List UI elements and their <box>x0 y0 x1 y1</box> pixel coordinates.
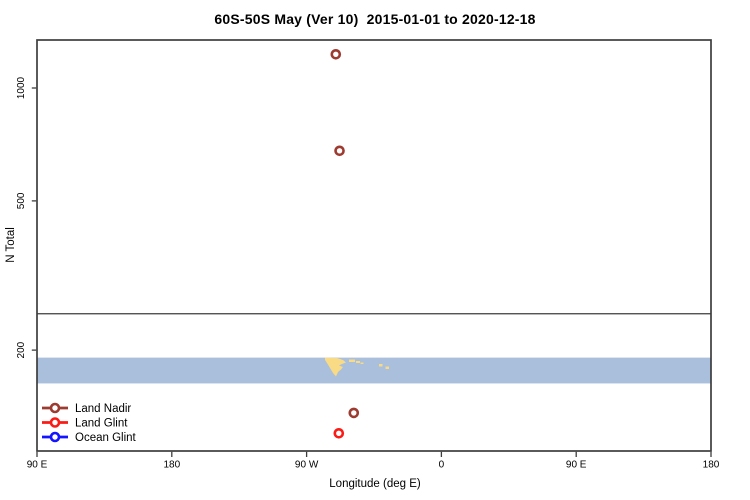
data-point-land-nadir <box>330 48 342 60</box>
x-tick-label: 90 E <box>566 460 587 471</box>
legend-marker-circle <box>49 402 61 414</box>
legend-marker-circle <box>49 417 61 428</box>
y-tick-label: 500 <box>16 192 27 209</box>
chart-title: 60S-50S May (Ver 10) 2015-01-01 to 2020-… <box>214 11 536 27</box>
map-land-tierra-del-fuego-dash <box>349 359 355 362</box>
x-tick-label: 0 <box>439 460 445 471</box>
y-tick-label: 200 <box>16 341 27 358</box>
legend-label-land-nadir: Land Nadir <box>75 403 131 415</box>
x-tick-label: 90 W <box>295 460 319 471</box>
data-point-land-nadir <box>348 407 360 419</box>
legend-label-land-glint: Land Glint <box>75 418 128 430</box>
x-tick-label: 180 <box>703 460 720 471</box>
legend-label-ocean-glint: Ocean Glint <box>75 432 137 444</box>
map-land-falkland-islands <box>379 364 383 367</box>
map-land-staten-island-dash <box>356 361 360 363</box>
data-point-land-nadir <box>334 145 345 157</box>
x-tick-label: 180 <box>163 460 180 471</box>
map-land-islet-dash <box>360 362 364 364</box>
data-point-land-glint <box>333 428 345 439</box>
x-tick-label: 90 E <box>27 460 48 471</box>
y-tick-label: 1000 <box>16 76 27 99</box>
legend-marker-circle <box>49 431 61 443</box>
map-ocean-band <box>37 357 711 384</box>
map-land-south-america-tip <box>325 357 346 377</box>
x-axis-label: Longitude (deg E) <box>329 478 421 490</box>
map-land-south-georgia <box>385 366 389 369</box>
plot-border <box>36 39 712 452</box>
